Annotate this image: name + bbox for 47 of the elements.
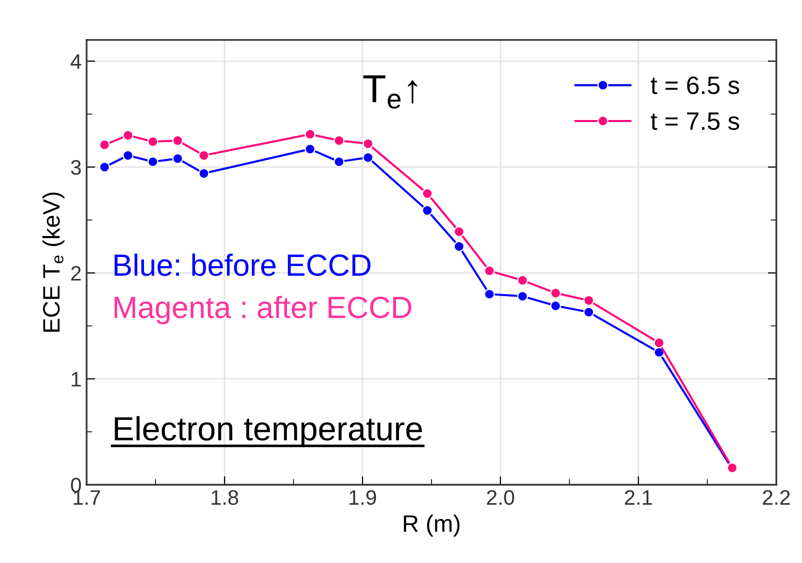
annotation: Magenta : after ECCD xyxy=(114,296,412,324)
y-tick-label: 2 xyxy=(71,266,81,280)
point xyxy=(122,130,134,141)
x-tick-label: 2.0 xyxy=(487,490,514,505)
point xyxy=(550,300,562,312)
point xyxy=(362,152,374,163)
point xyxy=(122,150,134,161)
annotation: Blue: before ECCD xyxy=(114,254,371,276)
point xyxy=(99,162,110,172)
x-tick-label: 2.2 xyxy=(762,490,790,505)
point xyxy=(550,288,562,298)
point xyxy=(583,306,594,318)
point xyxy=(583,295,594,306)
point xyxy=(484,265,495,276)
point xyxy=(362,138,374,150)
point xyxy=(517,290,528,302)
legend-label: t = 6.5 s xyxy=(650,76,740,94)
point xyxy=(454,226,464,238)
x-tick-label: 1.7 xyxy=(74,490,100,505)
x-tick-label: 1.9 xyxy=(350,490,376,505)
point xyxy=(422,188,433,199)
point xyxy=(304,128,316,140)
point xyxy=(654,337,664,348)
point xyxy=(304,144,316,154)
point xyxy=(334,135,344,146)
point xyxy=(172,135,184,146)
y-tick-label: 3 xyxy=(70,160,81,175)
point xyxy=(484,288,495,300)
annotation: Electron temperature xyxy=(114,416,422,448)
y-tick-label: 1 xyxy=(72,372,81,386)
point xyxy=(454,241,464,252)
point xyxy=(147,136,158,148)
annotation: T$_{e}$↑ xyxy=(363,75,418,109)
point xyxy=(334,156,344,168)
point xyxy=(198,150,210,161)
point xyxy=(147,156,158,168)
point xyxy=(99,139,110,150)
point xyxy=(517,274,528,286)
legend-label: t = 7.5 s xyxy=(650,112,740,130)
y-axis-title: ECE T$_{e}$ (keV) xyxy=(42,192,64,332)
point xyxy=(172,153,184,164)
point xyxy=(422,205,433,216)
x-tick-label: 1.8 xyxy=(212,490,238,505)
x-tick-label: 2.1 xyxy=(624,490,652,505)
x-axis-title: R (m) xyxy=(404,514,460,537)
point xyxy=(198,168,210,179)
y-tick-label: 4 xyxy=(70,54,82,69)
